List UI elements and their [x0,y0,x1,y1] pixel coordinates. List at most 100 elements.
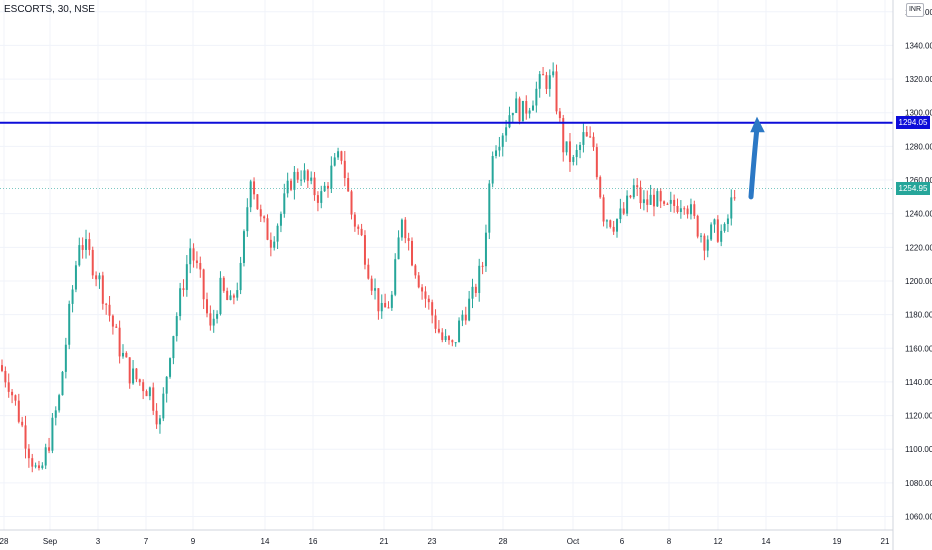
candle-body [132,368,135,384]
candle-body [716,219,719,242]
candle-body [471,286,474,299]
candle-body [300,179,303,181]
candle-body [394,259,397,295]
candle-body [679,208,682,212]
candle-body [384,302,387,308]
candle-body [397,237,400,260]
arrow-shaft [748,125,760,200]
candle-body [686,208,689,215]
candle-body [575,149,578,158]
candle-body [505,127,508,136]
candle-body [545,75,548,89]
y-tick-label: 1320.00 [905,75,932,84]
candlestick-series [1,62,736,473]
candle-body [142,382,145,392]
candle-body [343,160,346,179]
candle-body [723,223,726,231]
candle-body [125,352,128,358]
time-axis[interactable]: 28 Sep 3 7 9 14 16 21 23 28 Oct 6 8 12 14 19 21 [0,529,893,546]
candle-body [649,194,652,205]
y-tick-label: 1140.00 [905,378,932,387]
x-tick-label: 28 [499,537,508,546]
x-tick-label: 23 [428,537,437,546]
candle-body [357,226,360,229]
candle-body [138,379,141,383]
candle-body [61,371,64,396]
candle-body [558,111,561,119]
candle-body [189,248,192,265]
candle-body [269,239,272,248]
candle-body [568,141,571,162]
candle-body [68,303,71,345]
y-tick-label: 1100.00 [905,445,932,454]
candle-body [37,465,40,469]
candle-body [652,194,655,207]
candle-body [565,141,568,153]
candle-body [656,191,659,207]
candle-body [414,265,417,276]
candle-body [676,205,679,212]
candle-body [363,235,366,265]
candle-body [347,178,350,192]
x-tick-label: 28 [0,537,9,546]
candle-body [528,110,531,114]
candle-body [48,447,51,451]
candle-body [286,180,289,194]
x-tick-label: 14 [261,537,270,546]
candle-body [683,208,686,210]
x-tick-label: Oct [567,537,580,546]
candle-body [313,177,316,196]
candle-body [390,294,393,308]
candle-body [673,199,676,206]
candle-body [400,219,403,238]
candle-body [461,314,464,321]
candle-body [595,147,598,178]
candle-body [663,201,666,204]
candle-body [175,316,178,337]
candle-body [182,288,185,290]
candle-body [121,352,124,357]
y-tick-label: 1080.00 [905,479,932,488]
candle-body [98,275,101,280]
candle-body [266,218,269,240]
candle-body [360,228,363,236]
candle-body [612,226,615,232]
candle-body [491,156,494,184]
candle-body [212,318,215,326]
candle-body [562,118,565,153]
candle-body [179,288,182,317]
y-tick-label: 1220.00 [905,243,932,252]
candle-body [495,150,498,157]
candle-body [152,387,155,411]
x-tick-label: 6 [620,537,625,546]
candle-body [105,303,108,305]
candle-body [521,100,524,122]
candle-body [111,315,114,327]
candle-body [478,265,481,293]
candle-body [592,136,595,148]
candle-body [135,368,138,380]
candle-body [444,336,447,340]
candle-body [437,328,440,333]
currency-badge[interactable]: INR [906,3,924,17]
candle-body [209,313,212,326]
candle-body [404,219,407,239]
candle-body [572,157,575,162]
x-tick-label: 12 [714,537,723,546]
candle-body [431,302,434,316]
candle-body [108,304,111,316]
price-axis[interactable]: 1360.001340.001320.001300.001280.001260.… [892,0,932,550]
candle-body [229,295,232,300]
candle-body [17,400,20,422]
level-lines [0,121,893,190]
candle-body [609,220,612,227]
candle-body [14,395,17,401]
candle-body [202,269,205,300]
candle-body [195,260,198,263]
candle-body [253,181,256,195]
candle-body [219,277,222,314]
candle-body [642,199,645,204]
candle-body [296,171,299,180]
y-tick-label: 1200.00 [905,277,932,286]
